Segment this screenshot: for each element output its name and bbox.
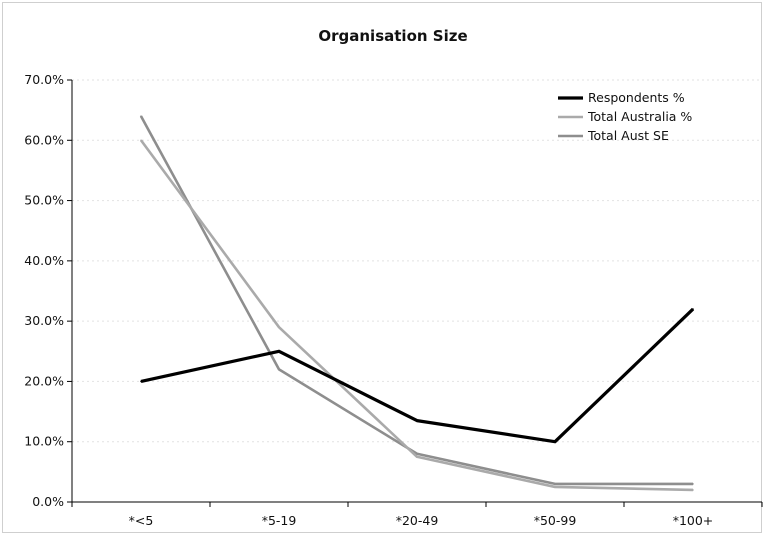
series-lines	[139, 115, 695, 492]
y-axis-ticks: 0.0% 10.0% 20.0% 30.0% 40.0% 50.0% 60.0% 70.0%	[24, 72, 72, 509]
data-point	[416, 455, 418, 458]
data-point	[278, 368, 280, 371]
legend-label: Total Australia %	[587, 109, 692, 124]
data-point	[278, 326, 280, 328]
x-tick-label: *5-19	[262, 513, 297, 528]
data-point	[278, 350, 280, 353]
y-tick-label: 40.0%	[24, 253, 64, 268]
data-point	[140, 380, 142, 383]
chart-title: Organisation Size	[318, 27, 467, 45]
data-point	[692, 483, 694, 485]
data-point	[140, 115, 142, 117]
series-line-1	[139, 139, 694, 492]
data-point	[140, 139, 142, 142]
x-tick-label: *<5	[129, 513, 154, 528]
data-point	[692, 308, 694, 310]
data-point	[416, 452, 418, 455]
data-point	[416, 419, 418, 422]
data-point	[554, 483, 556, 485]
legend-label: Respondents %	[588, 90, 685, 105]
data-point	[554, 486, 556, 488]
data-point	[692, 489, 694, 491]
data-point	[554, 440, 556, 443]
y-tick-label: 70.0%	[24, 72, 64, 87]
legend: Respondents % Total Australia % Total Aust…	[558, 90, 692, 143]
y-tick-label: 60.0%	[24, 132, 64, 147]
legend-label: Total Aust SE	[587, 128, 669, 143]
y-tick-label: 20.0%	[24, 373, 64, 388]
x-tick-label: *50-99	[534, 513, 577, 528]
series-line-2	[139, 115, 693, 486]
y-tick-label: 30.0%	[24, 313, 64, 328]
y-tick-label: 50.0%	[24, 193, 64, 208]
y-tick-label: 10.0%	[24, 434, 64, 449]
x-tick-label: *20-49	[396, 513, 439, 528]
x-tick-label: *100+	[673, 513, 714, 528]
y-tick-label: 0.0%	[32, 494, 64, 509]
x-axis-ticks: *<5 *5-19 *20-49 *50-99 *100+	[71, 502, 763, 528]
series-line-0	[140, 307, 695, 444]
